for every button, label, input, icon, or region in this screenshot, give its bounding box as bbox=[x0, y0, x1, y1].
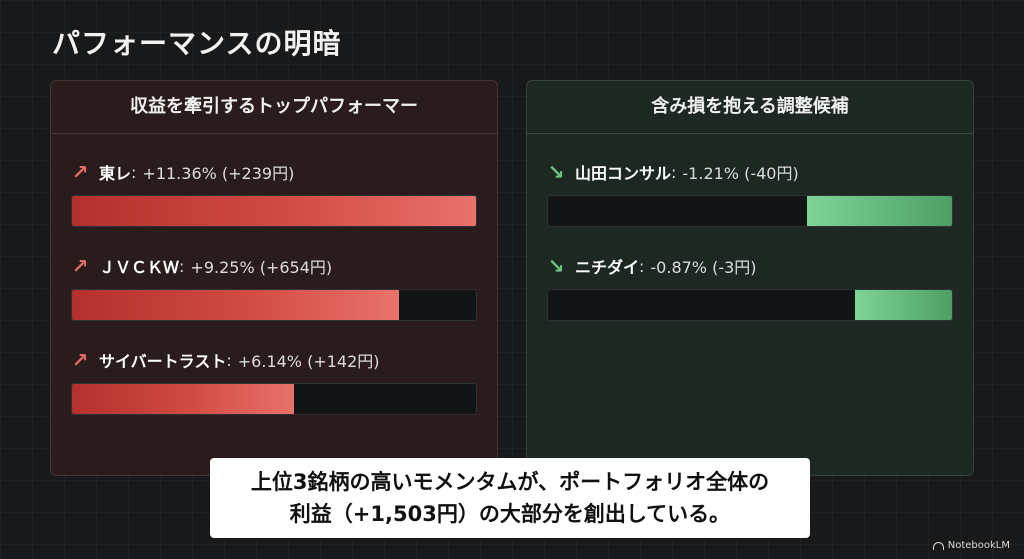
adjustment-candidates-title: 含み損を抱える調整候補 bbox=[527, 81, 973, 134]
performance-bar-track bbox=[71, 289, 477, 321]
performance-bar-track bbox=[71, 195, 477, 227]
trend-down-arrow-icon: ↘ bbox=[547, 160, 565, 184]
trend-up-arrow-icon: ↗ bbox=[71, 348, 89, 372]
stock-item-toray: ↗ 東レ: +11.36% (+239円) bbox=[71, 159, 477, 227]
page-title: パフォーマンスの明暗 bbox=[52, 27, 342, 60]
stock-item-nichidai: ↘ ニチダイ: -0.87% (-3円) bbox=[547, 253, 953, 321]
top-performers-panel: 収益を牽引するトップパフォーマー ↗ 東レ: +11.36% (+239円) ↗… bbox=[50, 80, 498, 476]
performance-bar-fill bbox=[72, 384, 295, 414]
notebooklm-logo-icon bbox=[932, 541, 944, 550]
performance-bar-fill bbox=[72, 290, 400, 320]
stock-name: ニチダイ bbox=[575, 258, 640, 277]
performance-bar-track bbox=[547, 289, 953, 321]
stock-name: 山田コンサル bbox=[575, 164, 672, 183]
performance-bar-fill bbox=[806, 196, 952, 226]
stock-item-yamada-consul: ↘ 山田コンサル: -1.21% (-40円) bbox=[547, 159, 953, 227]
stock-name: サイバートラスト bbox=[99, 352, 227, 371]
adjustment-candidates-panel: 含み損を抱える調整候補 ↘ 山田コンサル: -1.21% (-40円) ↘ ニチ… bbox=[526, 80, 974, 476]
performance-bar-track bbox=[71, 383, 477, 415]
caption-line-1: 上位3銘柄の高いモメンタムが、ポートフォリオ全体の bbox=[250, 470, 770, 494]
trend-down-arrow-icon: ↘ bbox=[547, 254, 565, 278]
stock-change: -1.21% (-40円) bbox=[682, 164, 799, 183]
trend-up-arrow-icon: ↗ bbox=[71, 160, 89, 184]
performance-bar-track bbox=[547, 195, 953, 227]
stock-name: 東レ bbox=[99, 164, 132, 183]
stock-change: +11.36% (+239円) bbox=[142, 164, 295, 183]
stock-change: +9.25% (+654円) bbox=[190, 258, 333, 277]
summary-caption: 上位3銘柄の高いモメンタムが、ポートフォリオ全体の 利益（+1,503円）の大部… bbox=[210, 458, 810, 538]
brand-name: NotebookLM bbox=[947, 540, 1010, 551]
stock-item-cybertrust: ↗ サイバートラスト: +6.14% (+142円) bbox=[71, 347, 477, 415]
notebooklm-watermark: NotebookLM bbox=[932, 540, 1010, 551]
performance-bar-fill bbox=[855, 290, 952, 320]
performance-bar-fill bbox=[72, 196, 476, 226]
stock-name: ＪＶＣＫＷ bbox=[99, 258, 180, 277]
top-performers-title: 収益を牽引するトップパフォーマー bbox=[51, 81, 497, 134]
trend-up-arrow-icon: ↗ bbox=[71, 254, 89, 278]
stock-change: -0.87% (-3円) bbox=[650, 258, 757, 277]
caption-line-2: 利益（+1,503円）の大部分を創出している。 bbox=[289, 502, 731, 526]
stock-item-jvckw: ↗ ＪＶＣＫＷ: +9.25% (+654円) bbox=[71, 253, 477, 321]
stock-change: +6.14% (+142円) bbox=[237, 352, 380, 371]
